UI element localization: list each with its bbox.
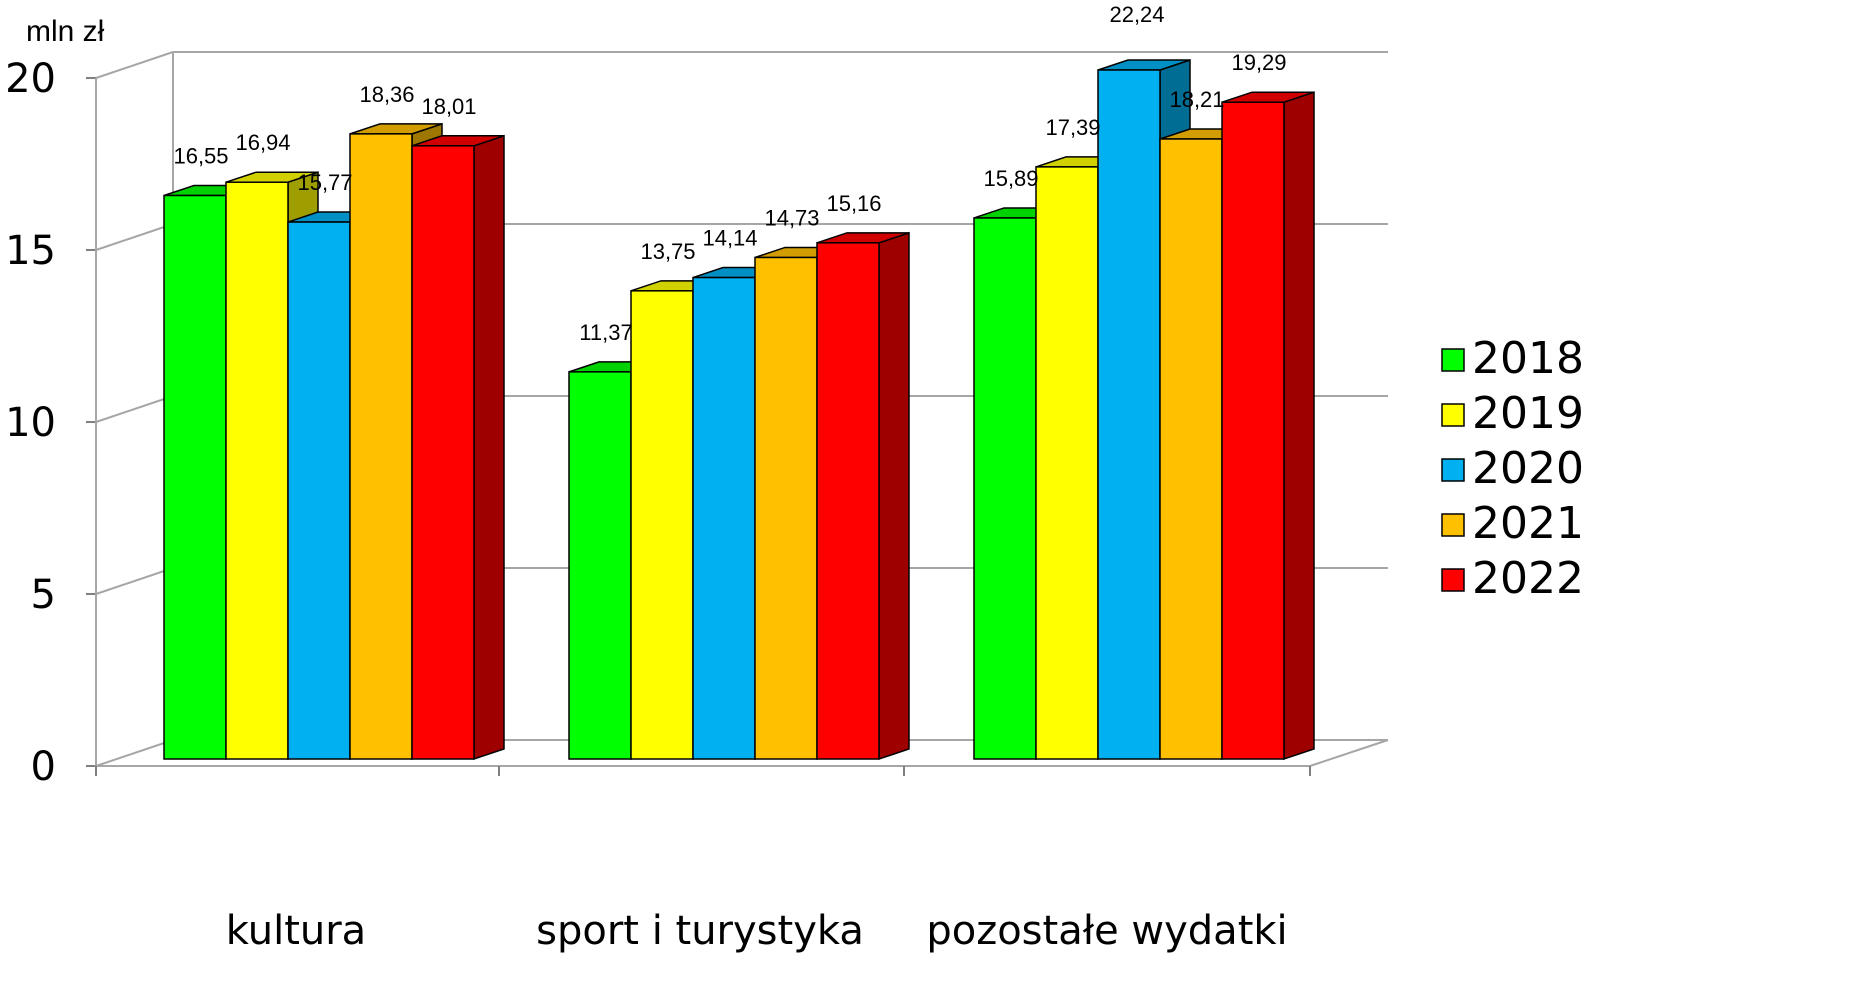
data-label: 14,73: [764, 205, 819, 230]
data-label: 22,24: [1109, 2, 1164, 27]
bar-2022-kultura: [411, 134, 505, 761]
legend-label-2019: 2019: [1472, 388, 1584, 439]
wall-gridline-left: [95, 395, 174, 423]
legend-label-2020: 2020: [1472, 443, 1584, 494]
data-label: 18,36: [359, 82, 414, 107]
data-label: 15,89: [983, 166, 1038, 191]
bar-front: [349, 133, 413, 760]
legend-label-2022: 2022: [1472, 553, 1584, 604]
bar-front: [163, 194, 227, 760]
y-tick-label: 10: [5, 400, 56, 446]
legend-swatch-2018: [1441, 348, 1465, 372]
x-category-label: kultura: [226, 908, 366, 954]
bar-2022-pozostałe-wydatki: [1221, 91, 1315, 761]
data-label: 11,37: [579, 320, 632, 345]
bar-front: [630, 290, 694, 760]
data-label: 17,39: [1045, 115, 1100, 140]
x-category-label: sport i turystyka: [536, 908, 864, 954]
data-label: 18,01: [421, 94, 476, 119]
legend-swatch-2020: [1441, 458, 1465, 482]
legend-swatch-2022: [1441, 568, 1465, 592]
wall-gridline-left: [95, 223, 174, 251]
bar-front: [692, 276, 756, 760]
wall-gridline-left: [95, 567, 174, 595]
labels-layer: 0 5 10 15 20 16,55 16,94 15,77 18,36 18,01 kultura…: [5, 2, 1288, 954]
bar-side: [1283, 91, 1315, 761]
data-label: 14,14: [702, 226, 757, 251]
bar-front: [411, 145, 475, 760]
bars-layer: [163, 58, 1315, 761]
data-label: 15,77: [297, 170, 352, 195]
bar-front: [568, 371, 632, 760]
y-axis-unit-label: mln zł: [26, 15, 105, 48]
data-label: 13,75: [640, 239, 695, 264]
data-label: 16,94: [235, 130, 290, 155]
y-tick-label: 0: [31, 744, 56, 790]
data-label: 15,16: [826, 191, 881, 216]
y-tick-label: 15: [5, 228, 56, 274]
legend-label-2018: 2018: [1472, 333, 1584, 384]
bar-side: [473, 134, 505, 761]
bar-front: [816, 242, 880, 760]
data-label: 18,21: [1169, 87, 1224, 112]
bar-front: [1097, 69, 1161, 760]
bar-front: [225, 181, 289, 760]
data-label: 19,29: [1231, 50, 1286, 75]
legend-swatch-2019: [1441, 403, 1465, 427]
legend-label-2021: 2021: [1472, 498, 1584, 549]
bar-2022-sport-i-turystyka: [816, 231, 910, 761]
bar-front: [1159, 138, 1223, 760]
bar-front: [287, 221, 351, 760]
y-tick-label: 20: [5, 56, 56, 102]
bar-front: [1221, 101, 1285, 760]
data-label: 16,55: [173, 144, 228, 169]
bar-front: [754, 256, 818, 760]
legend-swatch-2021: [1441, 513, 1465, 537]
floor-edge: [1309, 739, 1389, 767]
x-category-label: pozostałe wydatki: [926, 908, 1287, 954]
wall-gridline-left: [95, 51, 174, 79]
bar-front: [973, 217, 1037, 760]
y-tick-label: 5: [31, 572, 56, 618]
bar-front: [1035, 166, 1099, 760]
wall-gridline-left: [95, 739, 174, 767]
bar-side: [878, 231, 910, 761]
